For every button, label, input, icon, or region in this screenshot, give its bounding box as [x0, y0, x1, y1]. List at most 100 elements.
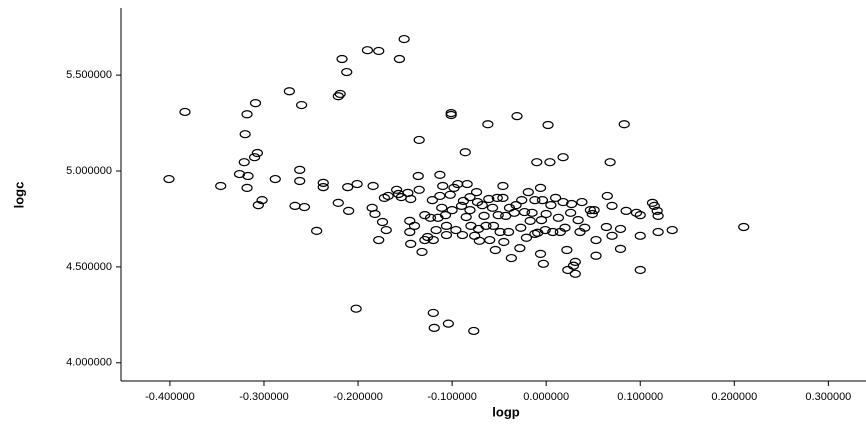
point — [416, 247, 428, 257]
y-tick-label: 5.000000 — [66, 165, 112, 177]
point — [483, 194, 495, 204]
point — [469, 231, 481, 240]
point — [652, 227, 664, 237]
point — [427, 235, 439, 245]
point — [341, 67, 353, 77]
point — [430, 225, 442, 235]
point — [565, 199, 578, 209]
point — [457, 196, 469, 206]
point — [405, 239, 417, 248]
point — [437, 181, 449, 191]
point — [491, 193, 503, 202]
point — [565, 208, 577, 217]
point — [233, 169, 246, 179]
point — [584, 206, 596, 215]
point — [398, 34, 410, 44]
point — [508, 208, 520, 217]
point — [648, 201, 660, 211]
point — [552, 213, 565, 222]
y-tick-label: 4.000000 — [66, 357, 112, 369]
point — [586, 209, 598, 219]
point — [497, 193, 509, 202]
point — [445, 110, 457, 120]
point — [473, 236, 485, 245]
point — [531, 158, 543, 167]
point — [630, 208, 643, 217]
point — [557, 153, 569, 162]
point — [561, 245, 573, 255]
point — [514, 244, 526, 253]
x-tick-label: 0.100000 — [617, 391, 663, 403]
point — [378, 193, 390, 202]
point — [248, 153, 261, 162]
y-tick-label: 4.500000 — [66, 261, 112, 273]
point — [215, 181, 227, 191]
x-tick-label: -0.200000 — [333, 391, 383, 403]
point — [373, 46, 385, 56]
point — [537, 259, 549, 268]
point — [456, 230, 469, 240]
point — [427, 308, 439, 318]
point — [482, 120, 494, 129]
point — [317, 183, 329, 192]
point — [515, 223, 527, 232]
point — [516, 196, 528, 205]
point — [651, 206, 663, 215]
point — [465, 221, 477, 230]
point — [526, 208, 538, 217]
point — [472, 224, 485, 234]
point — [652, 211, 664, 220]
point — [426, 196, 438, 205]
point — [590, 235, 602, 245]
point — [511, 112, 523, 121]
point — [576, 197, 588, 207]
point — [296, 100, 308, 110]
point — [408, 221, 421, 230]
point — [294, 165, 306, 174]
point — [614, 244, 627, 253]
point — [505, 253, 517, 263]
point — [413, 185, 425, 194]
point — [666, 225, 678, 235]
point — [606, 201, 618, 211]
point — [332, 198, 344, 207]
point — [588, 206, 600, 215]
point — [540, 209, 552, 219]
point — [569, 257, 581, 267]
point — [376, 217, 389, 227]
point — [336, 54, 348, 64]
point — [404, 216, 416, 225]
point — [351, 179, 363, 189]
point — [269, 174, 281, 184]
point — [419, 211, 431, 220]
point — [559, 223, 571, 232]
point — [498, 237, 510, 247]
point — [557, 197, 569, 207]
point — [534, 183, 547, 192]
point — [634, 211, 646, 220]
point — [412, 171, 424, 181]
point — [464, 206, 476, 215]
point — [361, 46, 374, 55]
point — [444, 190, 456, 199]
point — [600, 222, 612, 232]
point — [478, 211, 490, 220]
point — [311, 226, 323, 235]
point — [545, 201, 557, 210]
point — [405, 194, 417, 204]
y-axis-label: logc — [11, 182, 26, 209]
point — [249, 99, 262, 108]
point — [461, 179, 473, 189]
point — [470, 188, 483, 197]
point — [256, 196, 268, 205]
point — [294, 176, 306, 186]
point — [241, 183, 253, 192]
x-tick-label: -0.300000 — [239, 391, 289, 403]
point — [590, 251, 602, 260]
point — [424, 213, 437, 222]
point — [522, 188, 534, 197]
point — [476, 201, 488, 210]
point — [738, 222, 750, 232]
point — [445, 108, 457, 118]
point — [428, 323, 440, 332]
